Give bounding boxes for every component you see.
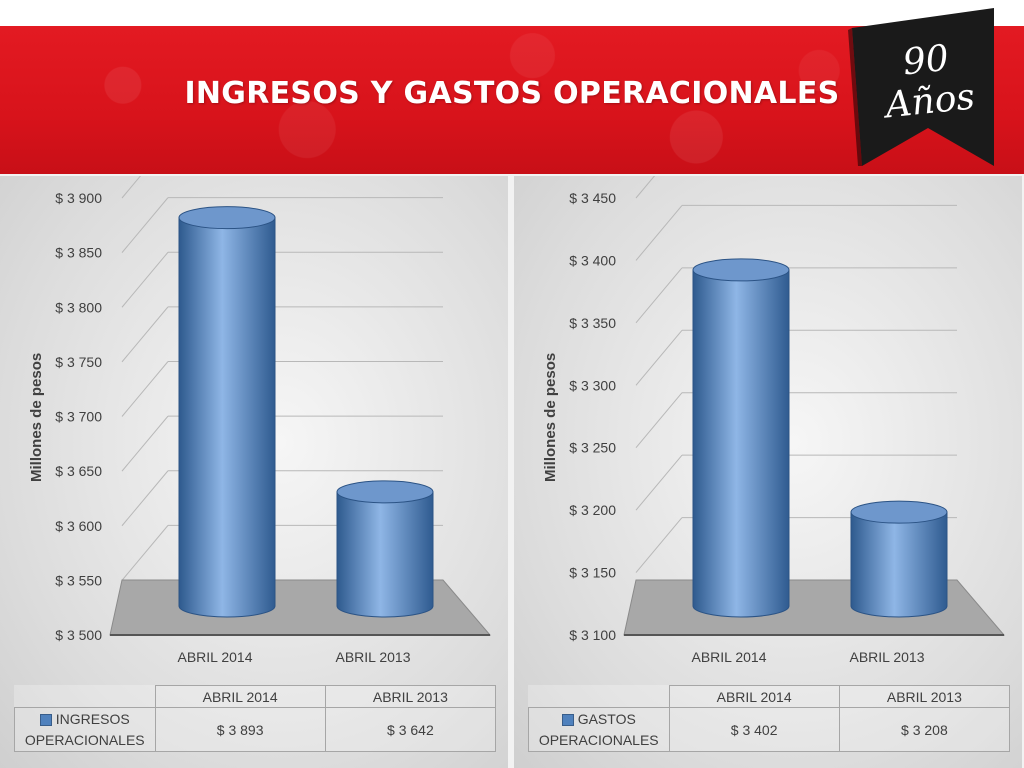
table-cell: $ 3 893	[154, 707, 326, 752]
y-tick-label: $ 3 400	[569, 252, 616, 268]
x-tick-label: ABRIL 2014	[178, 649, 253, 665]
chart-gastos: $ 3 100 $ 3 150 $ 3 200 $ 3 250 $ 3 300 $ 3 3…	[569, 176, 1006, 665]
bar	[692, 258, 790, 618]
gridline-diagonal	[121, 197, 169, 253]
bar-body	[692, 269, 790, 618]
gridline-diagonal	[635, 392, 683, 449]
y-tick-label: $ 3 850	[55, 245, 102, 261]
bar-body	[336, 491, 434, 618]
anniversary-badge-text: 90 Años	[883, 37, 977, 127]
y-tick-label: $ 3 700	[55, 409, 102, 425]
page-title: INGRESOS Y GASTOS OPERACIONALES	[184, 76, 840, 111]
legend-key-icon	[39, 713, 52, 726]
data-table: ABRIL 2014 ABRIL 2013 GASTOS OPERACIONAL…	[528, 685, 1011, 752]
chart-panel-ingresos: $ 3 500 $ 3 550 $ 3 600 $ 3 650 $ 3 700 $ 3 7…	[0, 176, 508, 768]
bar	[336, 480, 434, 618]
gridline-diagonal	[635, 176, 656, 199]
gridline-diagonal	[121, 306, 169, 363]
table-header: ABRIL 2013	[838, 685, 1011, 708]
x-tick-label: ABRIL 2013	[336, 649, 411, 665]
chart-panel-gastos: $ 3 100 $ 3 150 $ 3 200 $ 3 250 $ 3 300 $ 3 3…	[514, 176, 1022, 768]
data-table: ABRIL 2014 ABRIL 2013 INGRESOS OPERACION…	[14, 685, 497, 752]
table-header: ABRIL 2013	[324, 685, 497, 708]
chart-ingresos: $ 3 500 $ 3 550 $ 3 600 $ 3 650 $ 3 700 $ 3 7…	[55, 176, 492, 665]
series-name: INGRESOS OPERACIONALES	[24, 710, 145, 748]
table-corner	[528, 685, 670, 708]
y-tick-label: $ 3 450	[569, 190, 616, 206]
table-row-label: GASTOS OPERACIONALES	[528, 707, 670, 752]
gridline-diagonal	[121, 361, 169, 417]
gridline-diagonal	[121, 470, 169, 527]
y-tick-label: $ 3 900	[55, 190, 102, 206]
gridline-diagonal	[635, 517, 683, 573]
table-row-label: INGRESOS OPERACIONALES	[14, 707, 156, 752]
gridline-diagonal	[635, 267, 683, 324]
table-header: ABRIL 2014	[668, 685, 840, 708]
y-tick-label: $ 3 150	[569, 565, 616, 581]
bar-top	[336, 480, 434, 504]
bar-top	[692, 258, 790, 282]
y-tick-label: $ 3 100	[569, 627, 616, 643]
bar-top	[178, 206, 276, 230]
x-tick-label: ABRIL 2014	[692, 649, 767, 665]
bar	[850, 500, 948, 618]
y-tick-label: $ 3 600	[55, 518, 102, 534]
bar-body	[178, 217, 276, 618]
y-tick-label: $ 3 750	[55, 354, 102, 370]
y-tick-label: $ 3 650	[55, 463, 102, 479]
y-tick-label: $ 3 200	[569, 502, 616, 518]
series-name: GASTOS OPERACIONALES	[538, 710, 659, 748]
anniversary-ribbon	[848, 8, 994, 166]
gridline-diagonal	[635, 205, 683, 261]
gridline-diagonal	[121, 251, 169, 308]
bar-body	[850, 511, 948, 618]
y-tick-label: $ 3 800	[55, 299, 102, 315]
table-corner	[14, 685, 156, 708]
table-cell: $ 3 208	[838, 707, 1011, 752]
y-tick-label: $ 3 500	[55, 627, 102, 643]
gridline-diagonal	[121, 525, 169, 581]
y-axis-title: Millones de pesos	[542, 352, 559, 482]
gridline-diagonal	[635, 454, 683, 511]
top-strip	[0, 0, 1024, 26]
x-tick-label: ABRIL 2013	[850, 649, 925, 665]
table-header: ABRIL 2014	[154, 685, 326, 708]
legend-key-icon	[561, 713, 574, 726]
y-tick-label: $ 3 550	[55, 572, 102, 588]
table-cell: $ 3 642	[324, 707, 497, 752]
bar	[178, 206, 276, 618]
gridline-diagonal	[635, 329, 683, 386]
y-tick-label: $ 3 300	[569, 377, 616, 393]
gridline-diagonal	[121, 176, 142, 199]
gridline-diagonal	[121, 415, 169, 472]
y-tick-label: $ 3 250	[569, 440, 616, 456]
y-tick-label: $ 3 350	[569, 315, 616, 331]
table-cell: $ 3 402	[668, 707, 840, 752]
bar-top	[850, 500, 948, 524]
y-axis-title: Millones de pesos	[28, 352, 45, 482]
